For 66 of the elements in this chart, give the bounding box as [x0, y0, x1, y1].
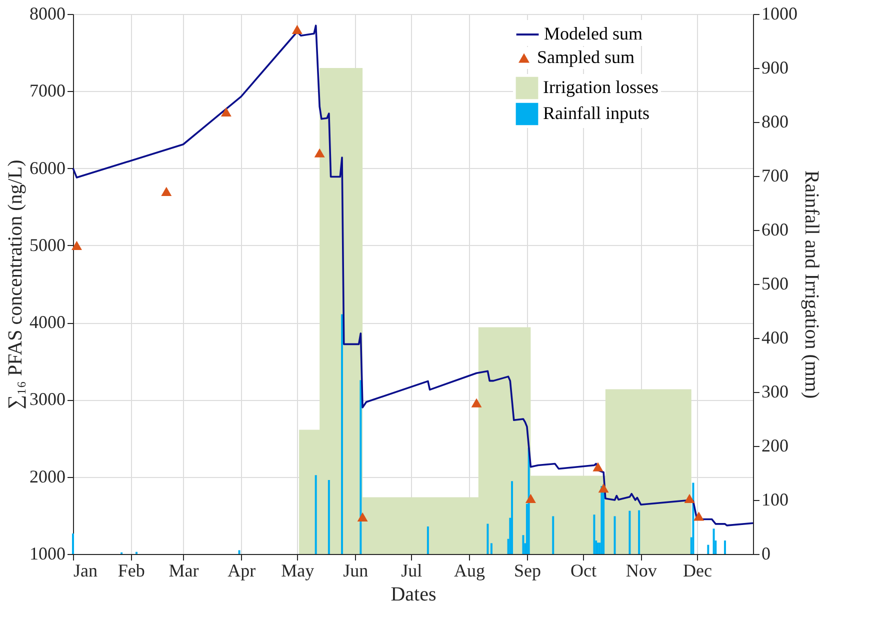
bar [490, 543, 492, 554]
point [314, 148, 325, 158]
bar [486, 524, 489, 554]
bar [238, 550, 240, 554]
y2-axis-title: Rainfall and Irrigation (mm) [800, 170, 822, 399]
y2-tick-label: 1000 [762, 4, 798, 24]
y-tick-label: 2000 [30, 466, 66, 486]
y2-tick-label: 900 [762, 58, 788, 78]
y2-tick-label: 300 [762, 382, 788, 402]
x-tick-label: Jun [343, 560, 368, 580]
x-tick-label: Feb [118, 560, 145, 580]
y2-tick-label: 800 [762, 112, 788, 132]
point [471, 398, 482, 408]
bar [341, 314, 344, 554]
y-axis-title: ∑₁₆ PFAS concentration (ng/L) [4, 160, 26, 410]
legend-label: Modeled sum [544, 24, 642, 44]
x-tick-label: May [281, 560, 314, 580]
y-tick-label: 3000 [30, 389, 66, 410]
x-tick-label: Jan [74, 560, 98, 580]
bar [552, 516, 554, 554]
legend-label: Sampled sum [537, 47, 634, 67]
y2-tick-label: 500 [762, 274, 788, 294]
y-tick-label: 6000 [30, 158, 66, 178]
bar [593, 514, 596, 554]
y-tick-label: 4000 [30, 312, 66, 332]
y-tick-label: 5000 [30, 234, 66, 255]
bar [426, 526, 429, 554]
bar [314, 475, 317, 554]
y-tick-label: 8000 [30, 4, 66, 24]
point [684, 494, 695, 503]
point [598, 484, 609, 493]
legend-label: Irrigation losses [543, 77, 658, 97]
bar [628, 510, 631, 554]
x-tick-label: Aug [454, 560, 486, 580]
y2-tick-label: 600 [762, 220, 788, 240]
x-axis-title: Dates [390, 584, 436, 606]
x-tick-label: Jul [401, 560, 422, 580]
point [525, 494, 536, 503]
legend-label: Rainfall inputs [543, 103, 650, 123]
bar [522, 535, 524, 554]
x-tick-label: Oct [570, 560, 596, 580]
y2-tick-label: 100 [762, 490, 788, 510]
point [220, 107, 232, 117]
bar [614, 516, 616, 554]
bar [638, 510, 640, 554]
x-tick-label: Apr [228, 560, 256, 580]
bar [692, 482, 694, 554]
x-tick-label: Dec [682, 560, 712, 580]
x-tick-label: Sep [514, 560, 541, 580]
x-tick-label: Mar [168, 560, 199, 580]
point [592, 462, 604, 472]
x-tick-label: Nov [626, 560, 657, 580]
point [292, 24, 302, 34]
bar [328, 480, 330, 554]
bar [724, 540, 726, 554]
y2-tick-label: 200 [762, 436, 788, 456]
point [357, 512, 368, 522]
bar [707, 544, 710, 554]
point [694, 512, 704, 521]
y2-tick-label: 700 [762, 166, 788, 186]
bar [360, 380, 362, 554]
y-tick-label: 1000 [30, 544, 66, 564]
y2-tick-label: 400 [762, 328, 788, 348]
y-tick-label: 7000 [30, 80, 66, 101]
bar [511, 481, 514, 554]
y2-tick-label: 0 [762, 544, 770, 564]
